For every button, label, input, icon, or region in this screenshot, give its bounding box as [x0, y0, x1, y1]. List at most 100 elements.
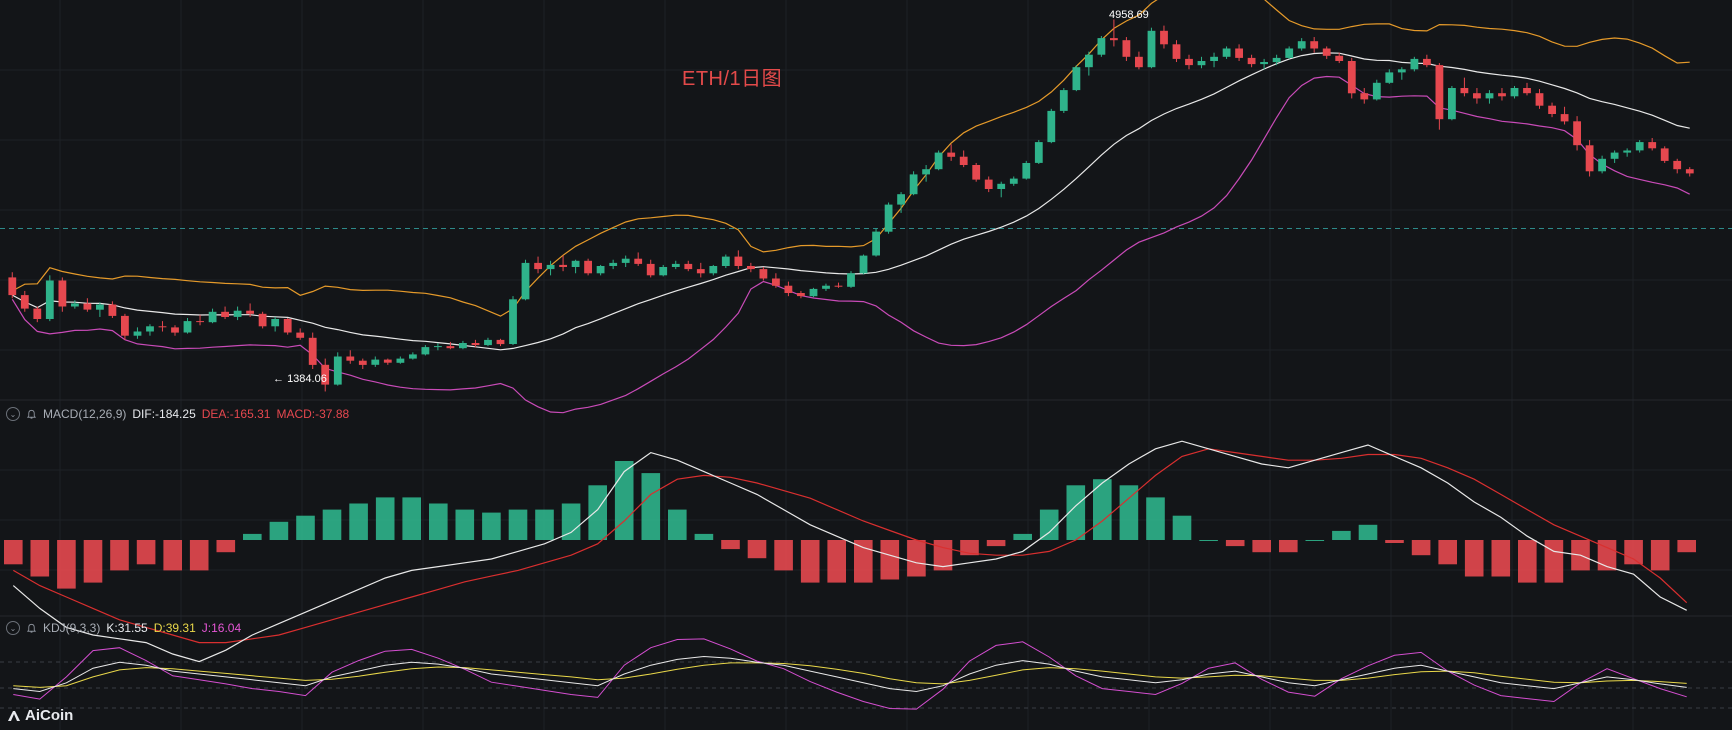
candle-body [421, 347, 430, 355]
candle-body [1185, 58, 1193, 66]
candle-body [1347, 61, 1356, 94]
candle-body [71, 303, 79, 307]
candle-body [909, 174, 918, 195]
collapse-chevron-icon[interactable]: ⌄ [6, 621, 20, 635]
macd-dif-line [12, 440, 1687, 663]
candle-body [1009, 178, 1018, 184]
macd-histogram-bar [1650, 540, 1670, 571]
candle-body [133, 331, 142, 336]
candle-body [1022, 163, 1031, 179]
candle-body [1034, 142, 1043, 163]
macd-histogram-bar [1677, 540, 1696, 553]
macd-dif-value: DIF:-184.25 [132, 407, 196, 421]
kdj-d-value: D:39.31 [153, 621, 196, 635]
bell-icon[interactable] [26, 623, 37, 634]
candle-body [308, 337, 317, 365]
kdj-k-value: K:31.55 [106, 621, 148, 635]
candle-body [521, 262, 530, 300]
candle-body [1623, 150, 1632, 153]
macd-histogram-bar [907, 540, 926, 577]
candle-body [621, 258, 630, 263]
candle-body [346, 356, 355, 361]
candle-body [859, 255, 868, 274]
candle-body [947, 152, 956, 157]
high-price-label: 4958.69 [1109, 9, 1149, 21]
macd-histogram-bar [508, 509, 528, 540]
macd-histogram-bar [641, 473, 661, 540]
macd-histogram-bar [1172, 515, 1192, 540]
macd-histogram-bar [1146, 497, 1165, 540]
macd-histogram-value: MACD:-37.88 [276, 407, 350, 421]
candle-body [772, 278, 780, 286]
candle-body [571, 260, 580, 267]
candle-body [1235, 48, 1243, 58]
candle-body [1059, 90, 1068, 111]
candle-body [1423, 58, 1431, 66]
candle-body [1147, 30, 1156, 68]
macd-histogram-bar [960, 540, 979, 556]
candle-body [984, 179, 993, 189]
macd-histogram-bar [880, 540, 900, 580]
candle-body [1685, 169, 1694, 174]
candle-body [847, 273, 855, 287]
brand-logo: AiCoin [6, 707, 73, 724]
candle-body [546, 264, 555, 270]
kdj-indicator-name[interactable]: KDJ(9,3,3) [43, 621, 101, 635]
macd-histogram-bar [1385, 540, 1404, 543]
brand-name: AiCoin [25, 707, 74, 724]
candle-body [233, 310, 242, 317]
candle-body [121, 315, 129, 336]
macd-histogram-bar [243, 533, 262, 540]
candle-body [246, 310, 254, 314]
candle-body [1435, 65, 1444, 120]
candle-body [108, 304, 117, 316]
candle-body [1385, 72, 1394, 83]
macd-histogram-bar [136, 540, 156, 565]
macd-histogram-bar [800, 540, 820, 583]
candle-body [1573, 121, 1581, 146]
macd-histogram-bar [1199, 540, 1218, 541]
candle-body [1535, 93, 1544, 106]
candle-body [8, 277, 17, 296]
macd-histogram-bar [986, 540, 1006, 547]
candle-body [358, 360, 367, 365]
candle-body [809, 288, 818, 297]
macd-histogram-bar [668, 509, 687, 540]
candle-body [1635, 142, 1644, 151]
macd-indicator-name[interactable]: MACD(12,26,9) [43, 407, 127, 421]
kdj-j-value: J:16.04 [201, 621, 242, 635]
candle-body [1397, 69, 1406, 73]
candle-body [1110, 38, 1118, 41]
candle-body [146, 326, 154, 332]
macd-histogram-bar [402, 497, 421, 540]
candle-body [734, 256, 743, 266]
macd-histogram-bar [4, 540, 23, 565]
candle-body [409, 354, 417, 359]
macd-histogram-bar [57, 540, 76, 589]
candle-body [158, 326, 167, 328]
macd-histogram-bar [30, 540, 50, 577]
candle-body [659, 267, 668, 276]
candle-body [784, 285, 793, 293]
candle-body [1085, 54, 1093, 68]
chart-title: ETH/1日图 [682, 68, 783, 90]
candle-body [1360, 93, 1369, 100]
candle-body [822, 285, 830, 289]
bell-icon[interactable] [26, 409, 37, 420]
macd-histogram-bar [163, 540, 182, 571]
macd-histogram-bar [189, 540, 209, 571]
candle-body [1210, 56, 1218, 61]
candle-body [897, 194, 905, 205]
candle-body [271, 319, 280, 327]
low-arrow-icon: ← [273, 373, 284, 385]
aicoin-logo-icon [8, 710, 20, 721]
candle-body [1297, 41, 1306, 49]
candle-body [759, 269, 768, 279]
candle-body [1047, 110, 1056, 143]
candle-body [1172, 44, 1181, 59]
candle-body [559, 264, 567, 267]
macd-histogram-bar [1518, 540, 1537, 583]
macd-histogram-bar [1305, 540, 1325, 541]
collapse-chevron-icon[interactable]: ⌄ [6, 407, 20, 421]
